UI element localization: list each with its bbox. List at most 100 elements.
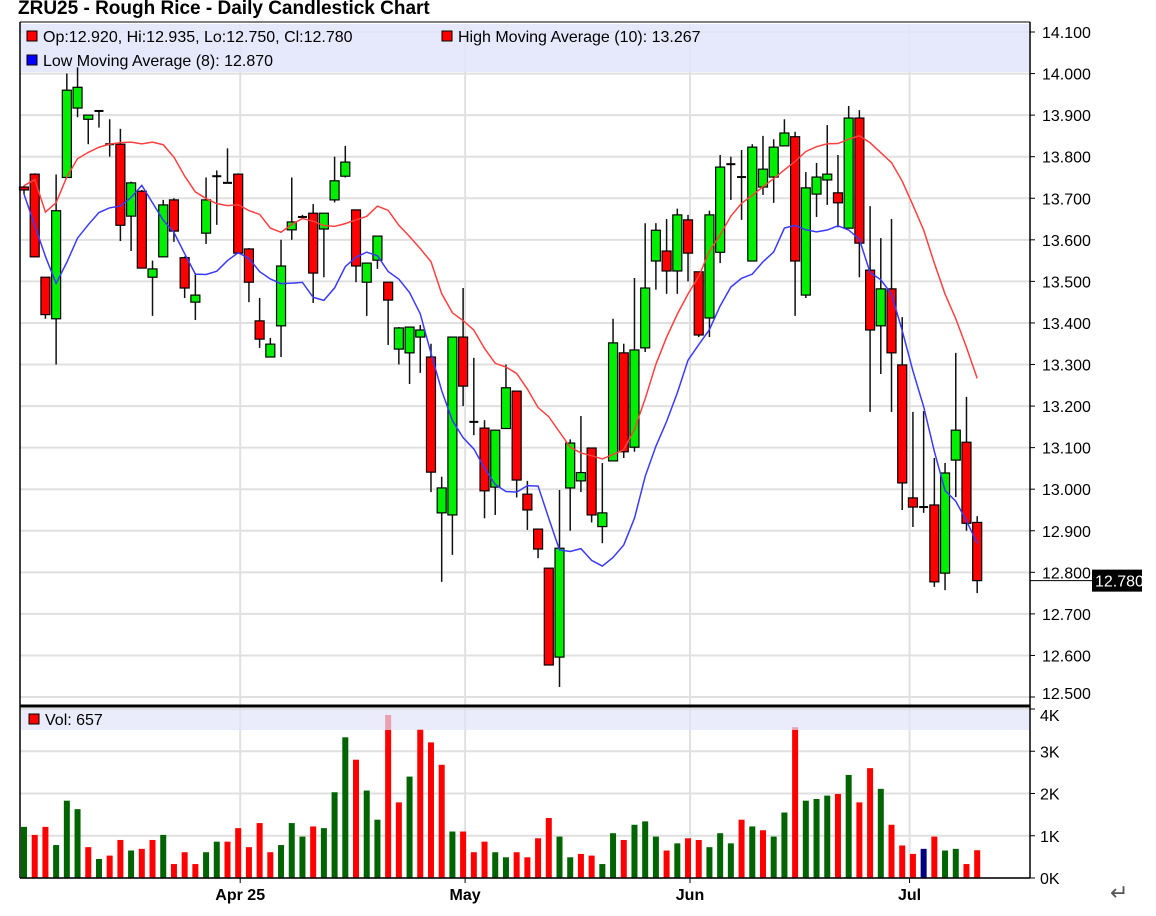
candle-body (586, 447, 597, 516)
candle (768, 139, 779, 203)
candle-body (972, 521, 983, 582)
price-tick-label: 12.800 (1042, 565, 1091, 582)
candle-body (565, 442, 576, 489)
volume-bar (170, 864, 177, 878)
price-legend-band (21, 24, 1029, 72)
candle-body (361, 262, 372, 283)
volume-bar (427, 742, 434, 878)
candle-body (29, 173, 40, 258)
candle-body (575, 471, 587, 482)
volume-bar (245, 847, 252, 878)
candle-body (961, 441, 972, 524)
volume-bar (899, 845, 906, 878)
volume-bar (813, 798, 820, 878)
candle-body (136, 190, 147, 269)
date-tick-label: Jul (898, 887, 921, 904)
candle (682, 214, 694, 282)
candle (907, 411, 919, 528)
volume-bar (845, 774, 852, 878)
volume-tick-label: 3K (1040, 744, 1060, 761)
candle-body (822, 173, 833, 181)
candle-body (436, 487, 447, 514)
volume-bar (792, 727, 799, 878)
return-icon: ↵ (1110, 880, 1129, 905)
volume-bar (256, 823, 263, 878)
volume-bar (160, 834, 167, 878)
candle (212, 170, 222, 225)
candle (72, 67, 83, 118)
candle-body (522, 493, 533, 511)
candle-body (554, 547, 565, 658)
axes: 14.100 14.000 13.900 13.800 13.700 13.600 13.5… (19, 21, 1144, 904)
volume-bar (717, 833, 724, 878)
volume-bar (149, 839, 156, 878)
moving-average-lines (23, 134, 978, 567)
candle-body (607, 342, 619, 462)
volume-bar (406, 776, 413, 878)
candle-body (800, 187, 811, 296)
candle-body (72, 86, 83, 109)
volume-bar (567, 857, 574, 878)
volume-bar (224, 841, 231, 878)
candle-body (650, 229, 661, 262)
legend: Op:12.920, Hi:12.935, Lo:12.750, Cl:12.7… (26, 29, 701, 729)
volume-bar (556, 836, 563, 878)
volume-bar (749, 826, 756, 878)
candle-body (286, 221, 297, 231)
candle (404, 326, 415, 385)
volume-bar (267, 852, 274, 878)
candle (125, 181, 137, 252)
candle (500, 364, 512, 430)
candle-body (190, 294, 201, 303)
candle-body (618, 352, 629, 453)
date-tick-label: Apr 25 (215, 887, 265, 904)
candle (640, 223, 651, 353)
volume-bar (470, 852, 477, 878)
grid-lines (20, 24, 1030, 879)
candle (554, 490, 565, 688)
volume-bar (320, 828, 327, 878)
candle (961, 396, 972, 531)
candle-body (832, 192, 844, 204)
candle (832, 155, 844, 228)
price-tick-label: 14.100 (1042, 25, 1091, 42)
candle (607, 318, 619, 462)
candle-body (864, 269, 876, 331)
volume-bar (95, 858, 102, 878)
candle (543, 567, 554, 666)
candle (747, 144, 758, 262)
volume-bar (513, 852, 520, 878)
volume-bar (310, 826, 317, 878)
candle (243, 248, 255, 303)
volume-legend-text: Vol: 657 (45, 712, 103, 729)
price-tick-label: 13.200 (1042, 399, 1091, 416)
candle (29, 173, 40, 258)
ohlc-legend-text: Op:12.920, Hi:12.935, Lo:12.750, Cl:12.7… (43, 29, 353, 46)
candle (51, 174, 62, 365)
candle (383, 281, 394, 345)
volume-bar (663, 850, 670, 878)
candle-body (458, 336, 469, 387)
candle (190, 273, 201, 321)
candle (800, 172, 811, 298)
volume-bar (128, 850, 135, 878)
candle (790, 131, 801, 316)
candle-body (233, 173, 244, 254)
candle-body (597, 512, 608, 528)
candle (40, 276, 51, 319)
price-tick-label: 13.000 (1042, 482, 1091, 499)
volume-bar (588, 855, 595, 878)
high-ma-legend-swatch (441, 30, 453, 42)
volume-bar (353, 759, 360, 878)
volume-bar (781, 812, 788, 878)
candle (447, 336, 458, 555)
volume-bar (685, 838, 692, 878)
candle-body (372, 235, 383, 261)
volume-bar (577, 853, 584, 878)
low-moving-average-line (23, 184, 978, 567)
volume-bar (824, 795, 831, 878)
volume-bar (106, 855, 113, 878)
volume-bar (631, 824, 638, 878)
candle (490, 429, 501, 515)
